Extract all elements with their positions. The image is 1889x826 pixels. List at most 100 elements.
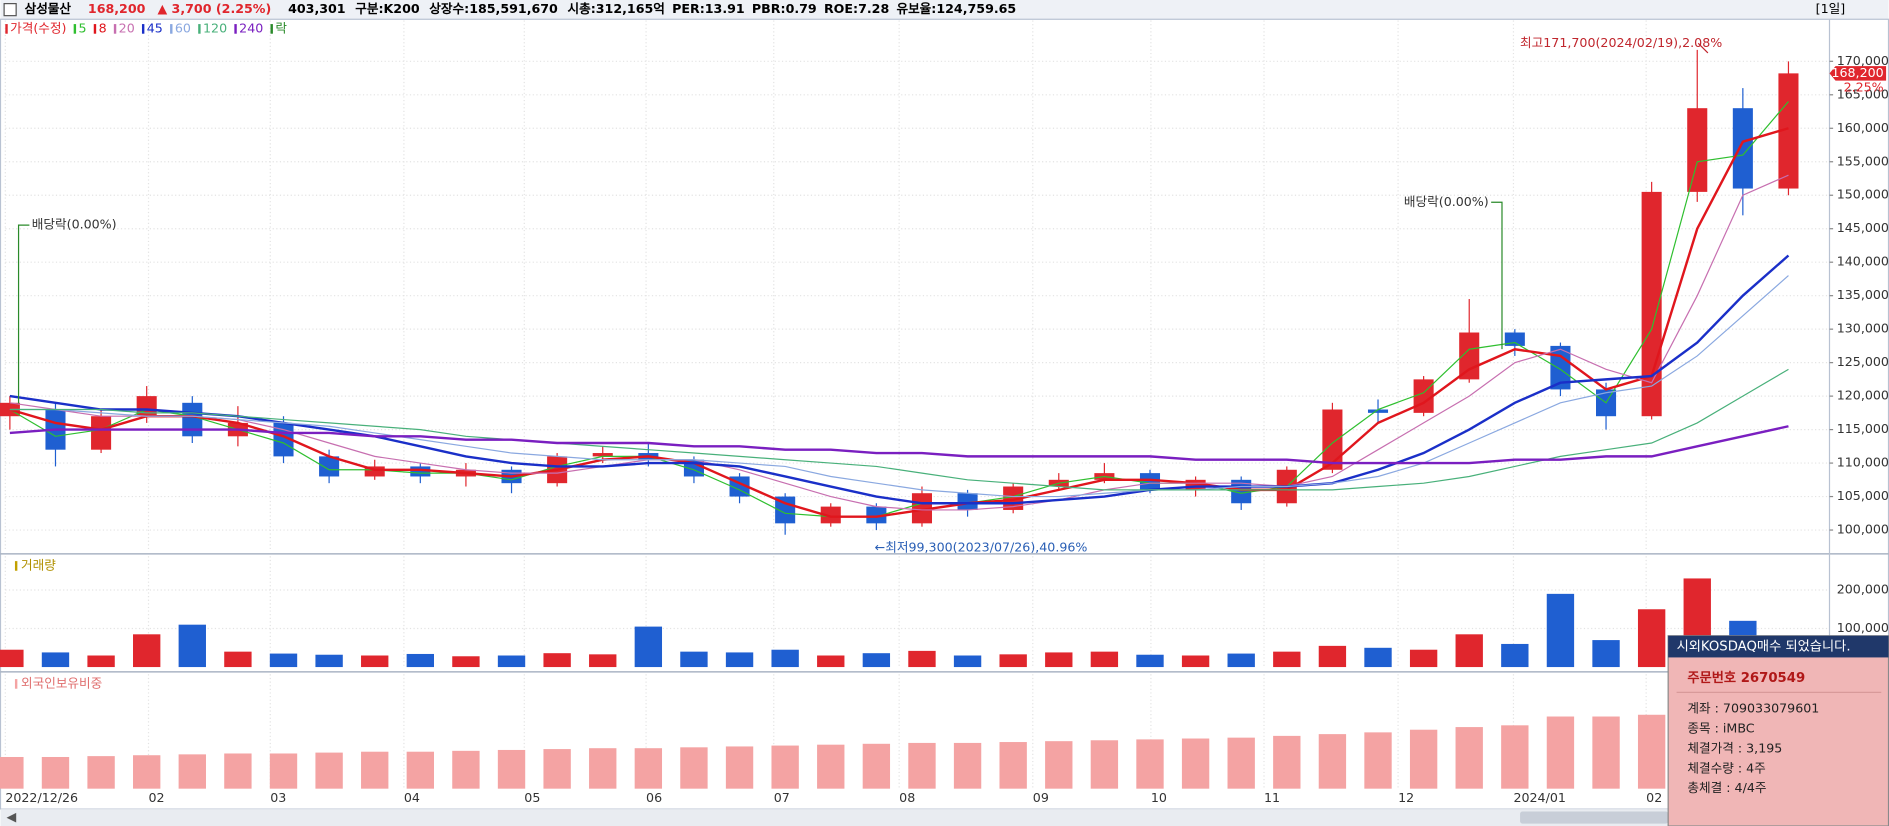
- legend-entry: 240: [239, 20, 263, 35]
- popup-line: 체결수량 : 4주: [1687, 760, 1765, 775]
- popup-title: 시외KOSDAQ매수 되었습니다.: [1677, 639, 1851, 655]
- y-tick-label: 145,000: [1837, 220, 1889, 235]
- moving-average-line: [9, 174, 1789, 511]
- bar: [589, 748, 617, 789]
- candle-body: [1550, 345, 1571, 390]
- bar: [224, 753, 252, 789]
- candle-body: [1139, 473, 1161, 490]
- candle-body: [866, 506, 887, 524]
- legend-swatch: [73, 24, 77, 34]
- legend-entry: 8: [99, 20, 107, 35]
- x-tick-label: 07: [774, 790, 790, 805]
- bar: [1136, 654, 1164, 668]
- header-name: 삼성물산: [25, 1, 72, 16]
- bar: [817, 655, 845, 668]
- bar: [497, 655, 526, 668]
- legend-swatch: [141, 24, 145, 34]
- bar: [908, 650, 936, 668]
- scroll-left[interactable]: ◀: [7, 809, 17, 824]
- y-tick-label: 100,000: [1837, 620, 1889, 635]
- bar: [178, 624, 206, 668]
- high-annotation: 최고171,700(2024/02/19),2.08%: [1520, 35, 1722, 50]
- candle-body: [911, 493, 933, 524]
- bar: [999, 742, 1027, 789]
- moving-average-line: [9, 254, 1790, 505]
- last-price-tag: [1829, 66, 1887, 81]
- bar: [1501, 725, 1529, 789]
- bar: [406, 751, 434, 789]
- bar: [133, 755, 161, 789]
- bar: [41, 652, 70, 668]
- header-shares: 상장수:185,591,670: [429, 1, 558, 16]
- y-tick-label: 200,000: [1837, 582, 1889, 597]
- bar: [1273, 735, 1301, 789]
- bar: [1501, 643, 1529, 668]
- legend-swatch: [198, 24, 201, 34]
- bar: [315, 654, 343, 668]
- bar: [178, 754, 206, 789]
- bar: [634, 626, 663, 668]
- dividend-marker: [1491, 201, 1503, 350]
- scroll-thumb[interactable]: [1520, 811, 1669, 824]
- y-tick-label: 125,000: [1837, 354, 1889, 369]
- x-tick-label: 05: [524, 790, 540, 805]
- candle-body: [182, 402, 203, 437]
- dividend-annotation: 배당락(0.00%): [1404, 194, 1489, 209]
- period-button[interactable]: [1일]: [1816, 1, 1846, 16]
- bar: [361, 655, 389, 668]
- candle-body: [1732, 108, 1753, 189]
- header-change: ▲ 3,700 (2.25%): [157, 1, 271, 16]
- bar: [1136, 739, 1164, 789]
- bar: [315, 752, 343, 789]
- legend-swatch: [113, 24, 117, 34]
- header-sector: 구분:K200: [355, 1, 420, 16]
- legend-swatch: [234, 24, 237, 34]
- scrollbar[interactable]: [0, 809, 1889, 826]
- moving-average-line: [9, 425, 1789, 465]
- candle-body: [364, 466, 385, 477]
- bar: [771, 649, 799, 668]
- bar: [725, 746, 754, 789]
- bar: [1227, 737, 1255, 789]
- bar: [1455, 634, 1483, 668]
- bar: [1273, 651, 1301, 668]
- panel-swatch: [14, 561, 18, 571]
- legend-swatch: [270, 24, 273, 34]
- bar: [87, 655, 115, 668]
- candle-body: [1778, 73, 1799, 189]
- popup-box: [1667, 635, 1889, 826]
- panel-title: 거래량: [21, 557, 56, 572]
- candle-body: [820, 506, 841, 524]
- popup-order: 주문번호 2670549: [1687, 670, 1805, 686]
- last-price-label: 168,200: [1831, 65, 1883, 80]
- candle-body: [410, 466, 431, 477]
- bar: [1637, 714, 1666, 789]
- bar: [1181, 655, 1210, 668]
- bar: [41, 756, 70, 789]
- popup-header: [1668, 635, 1889, 658]
- window-icon[interactable]: [3, 3, 17, 17]
- header-pbr: PBR:0.79: [752, 1, 817, 16]
- legend-entry: 60: [175, 20, 191, 35]
- panel-swatch: [14, 679, 18, 689]
- bar: [1181, 738, 1210, 789]
- x-tick-label: 08: [899, 790, 915, 805]
- bar: [406, 653, 434, 668]
- bar: [0, 756, 24, 789]
- popup-line: 총체결 : 4/4주: [1687, 780, 1766, 795]
- legend-entry: 45: [147, 20, 163, 35]
- moving-average-line: [9, 368, 1789, 491]
- bar: [680, 747, 708, 789]
- bar: [361, 751, 389, 789]
- bar: [1546, 716, 1575, 789]
- bar: [771, 745, 799, 789]
- legend-entry: 5: [78, 20, 86, 35]
- bar: [999, 654, 1027, 668]
- bar: [680, 651, 708, 668]
- y-tick-label: 170,000: [1837, 53, 1889, 68]
- legend-swatch: [93, 24, 97, 34]
- last-change-label: 2.25%: [1844, 79, 1884, 94]
- y-tick-label: 120,000: [1837, 388, 1889, 403]
- y-tick-label: 110,000: [1837, 455, 1889, 470]
